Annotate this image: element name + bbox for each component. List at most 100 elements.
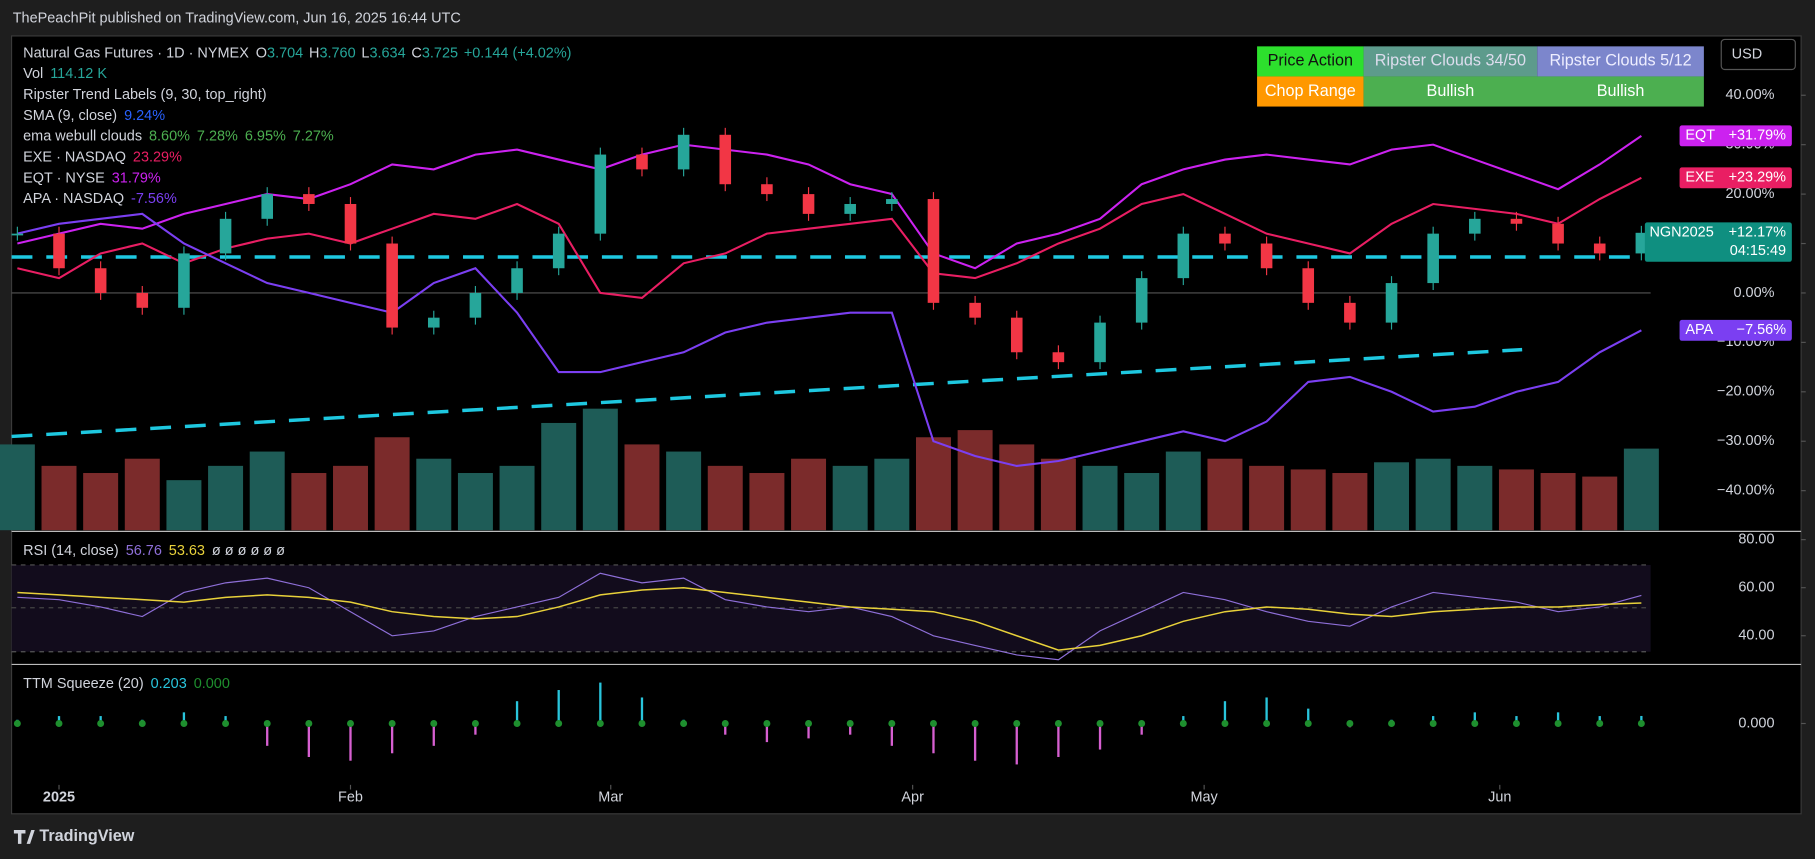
volume-bar xyxy=(1040,458,1076,531)
value: 7.27% xyxy=(293,128,334,144)
legend-sma: SMA (9, close) 9.24% xyxy=(23,108,165,124)
legend-entry: EQT · NYSE 31.79% xyxy=(23,170,161,186)
ohlc-value: 3.760 xyxy=(319,45,355,61)
ohlc-key: H xyxy=(309,45,319,61)
candle-body xyxy=(1344,302,1356,323)
y-tick-label: −40.00% xyxy=(1717,482,1775,498)
candle-body xyxy=(761,184,773,195)
value: 9.24% xyxy=(124,108,165,124)
volume-bar xyxy=(249,451,285,531)
squeeze-dot xyxy=(305,720,313,727)
candle-body xyxy=(802,194,815,214)
value: 6.95% xyxy=(245,128,286,144)
candle-body xyxy=(1052,352,1065,363)
volume-bar xyxy=(416,458,452,531)
volume-bar xyxy=(1082,465,1118,531)
currency[interactable]: USD xyxy=(1732,46,1763,62)
tag-value: +12.17% xyxy=(1729,225,1787,241)
squeeze-dot xyxy=(1054,720,1062,727)
tag-name: EXE xyxy=(1685,170,1714,186)
volume-bar xyxy=(124,458,160,531)
legend-series: EXE · NASDAQ 23.29% EQT · NYSE 31.79% APA · … xyxy=(23,149,182,207)
volume-bar xyxy=(957,430,993,531)
squeeze-dot xyxy=(263,720,271,727)
volume-bar xyxy=(499,465,535,531)
volume-bar xyxy=(666,451,702,531)
squeeze-dot xyxy=(971,720,979,727)
y-tick-label: 0.00% xyxy=(1734,285,1775,301)
rsi-legend: RSI (14, close) 56.76 53.63 ø ø ø ø ø ø xyxy=(23,543,285,559)
tag-value: +31.79% xyxy=(1729,128,1787,144)
volume-bar xyxy=(1415,458,1451,531)
symbol: Natural Gas Futures · 1D · NYMEX xyxy=(23,45,249,61)
value: 8.60% xyxy=(149,128,190,144)
volume-bar xyxy=(1457,465,1493,531)
candle-body xyxy=(1177,233,1190,279)
squeeze-dot xyxy=(471,720,479,727)
candle-body xyxy=(1552,223,1564,244)
value: 114.12 K xyxy=(50,66,107,82)
volume-bar xyxy=(208,465,244,531)
series-line xyxy=(17,134,1642,270)
value: 7.28% xyxy=(197,128,238,144)
volume-bar xyxy=(1540,473,1576,531)
volume-bar xyxy=(1582,476,1618,531)
squeeze-dot xyxy=(1179,720,1187,727)
value: 0.000 xyxy=(194,676,230,692)
price-tag xyxy=(1679,167,1792,189)
label: ema webull clouds xyxy=(23,128,142,144)
candle-body xyxy=(94,268,107,293)
volume-bar xyxy=(166,480,202,531)
squeeze-dot xyxy=(1554,720,1562,727)
ohlc-value: 3.704 xyxy=(267,45,303,61)
candle-body xyxy=(886,199,898,204)
cell xyxy=(1257,76,1364,107)
candle-body xyxy=(719,134,732,185)
candle-body xyxy=(844,203,856,214)
volume-bar xyxy=(1623,448,1659,531)
candle-body xyxy=(53,233,65,269)
volume-bar xyxy=(1124,473,1160,531)
series-line xyxy=(17,212,1642,468)
tag-countdown: 04:15:49 xyxy=(1730,243,1786,259)
candle-body xyxy=(1302,268,1315,303)
status-table: Price Action Ripster Clouds 34/50 Ripste… xyxy=(1257,46,1704,107)
legend-value: 23.29% xyxy=(133,149,182,165)
squeeze-dot xyxy=(805,720,813,727)
squeeze-dot xyxy=(1304,720,1312,727)
plot: 30.00%40.00%20.00%10.00%0.00%−10.00%−20.… xyxy=(0,87,1806,805)
squeeze-dot xyxy=(430,720,438,727)
squeeze-dot xyxy=(763,720,771,727)
volume-bar xyxy=(333,465,368,531)
volume-bar xyxy=(1374,462,1410,531)
squeeze-dot xyxy=(888,720,896,727)
legend-name: APA · NASDAQ xyxy=(23,191,124,207)
squeeze-dot xyxy=(13,720,21,727)
candle-body xyxy=(1385,283,1398,323)
squeeze-dot xyxy=(596,720,604,727)
squeeze-dot xyxy=(1596,720,1604,727)
candle-body xyxy=(1427,233,1439,284)
tag-name: APA xyxy=(1685,322,1713,338)
cell-text: Chop Range xyxy=(1265,82,1356,100)
currency-button[interactable] xyxy=(1720,38,1796,71)
x-tick-label: Apr xyxy=(901,789,924,805)
legend-name: EXE · NASDAQ xyxy=(23,149,126,165)
squeeze-dot xyxy=(555,720,563,727)
y-tick-label: 40.00 xyxy=(1738,628,1774,644)
candle-body xyxy=(344,203,357,244)
candle-body xyxy=(11,233,24,236)
x-tick-label: May xyxy=(1190,789,1218,805)
x-tick-label: 2025 xyxy=(43,789,75,805)
squeeze-dot xyxy=(1388,720,1395,727)
squeeze-dot xyxy=(721,720,729,727)
squeeze-dot xyxy=(1346,720,1354,727)
candle-body xyxy=(969,302,981,318)
squeeze-dot xyxy=(1637,720,1645,727)
legend-name: EQT · NYSE xyxy=(23,170,105,186)
squeeze-dot xyxy=(1096,720,1104,727)
candle-body xyxy=(1469,218,1481,234)
y-tick-label: −30.00% xyxy=(1717,433,1775,449)
trend-line xyxy=(11,347,1523,439)
